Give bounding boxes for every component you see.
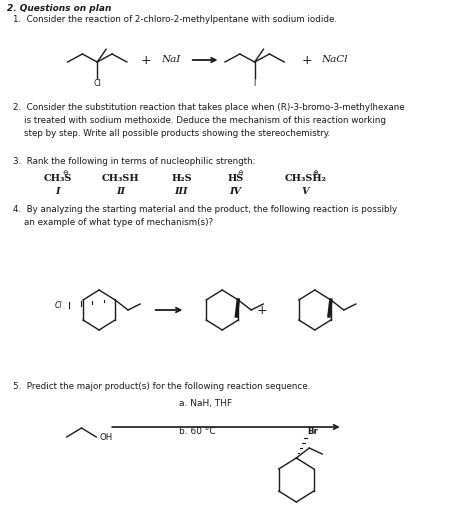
Text: +: + bbox=[141, 53, 152, 67]
Text: ⊖: ⊖ bbox=[237, 170, 243, 176]
Text: 2. Questions on plan: 2. Questions on plan bbox=[8, 4, 112, 13]
Text: Cl: Cl bbox=[55, 301, 62, 309]
Text: CH₃S: CH₃S bbox=[43, 174, 72, 183]
Text: 5.  Predict the major product(s) for the following reaction sequence.: 5. Predict the major product(s) for the … bbox=[13, 382, 310, 391]
Text: CH₃SH: CH₃SH bbox=[101, 174, 139, 183]
Text: Br: Br bbox=[308, 427, 318, 436]
Text: OH: OH bbox=[99, 433, 112, 441]
Text: II: II bbox=[116, 187, 125, 196]
Text: ⊕: ⊕ bbox=[312, 170, 318, 176]
Text: +: + bbox=[302, 53, 313, 67]
Text: V: V bbox=[302, 187, 310, 196]
Text: 2.  Consider the substitution reaction that takes place when (R)-3-bromo-3-methy: 2. Consider the substitution reaction th… bbox=[13, 103, 405, 138]
Text: HS: HS bbox=[227, 174, 243, 183]
Text: I: I bbox=[55, 187, 60, 196]
Text: NaCl: NaCl bbox=[321, 55, 348, 65]
Text: III: III bbox=[175, 187, 188, 196]
Text: b. 60 °C: b. 60 °C bbox=[179, 427, 215, 436]
Text: ⊖: ⊖ bbox=[62, 170, 68, 176]
Text: H₂S: H₂S bbox=[171, 174, 192, 183]
Text: CH₃SH₂: CH₃SH₂ bbox=[284, 174, 327, 183]
Text: 4.  By analyzing the starting material and the product, the following reaction i: 4. By analyzing the starting material an… bbox=[13, 205, 397, 227]
Text: I: I bbox=[254, 79, 256, 88]
Text: IV: IV bbox=[229, 187, 241, 196]
Text: NaI: NaI bbox=[161, 55, 181, 65]
Text: Cl: Cl bbox=[93, 79, 101, 88]
Text: a. NaH, THF: a. NaH, THF bbox=[179, 399, 232, 408]
Text: 1.  Consider the reaction of 2-chloro-2-methylpentane with sodium iodide.: 1. Consider the reaction of 2-chloro-2-m… bbox=[13, 15, 337, 24]
Text: +: + bbox=[257, 304, 267, 316]
Text: 3.  Rank the following in terms of nucleophilic strength:: 3. Rank the following in terms of nucleo… bbox=[13, 157, 255, 166]
